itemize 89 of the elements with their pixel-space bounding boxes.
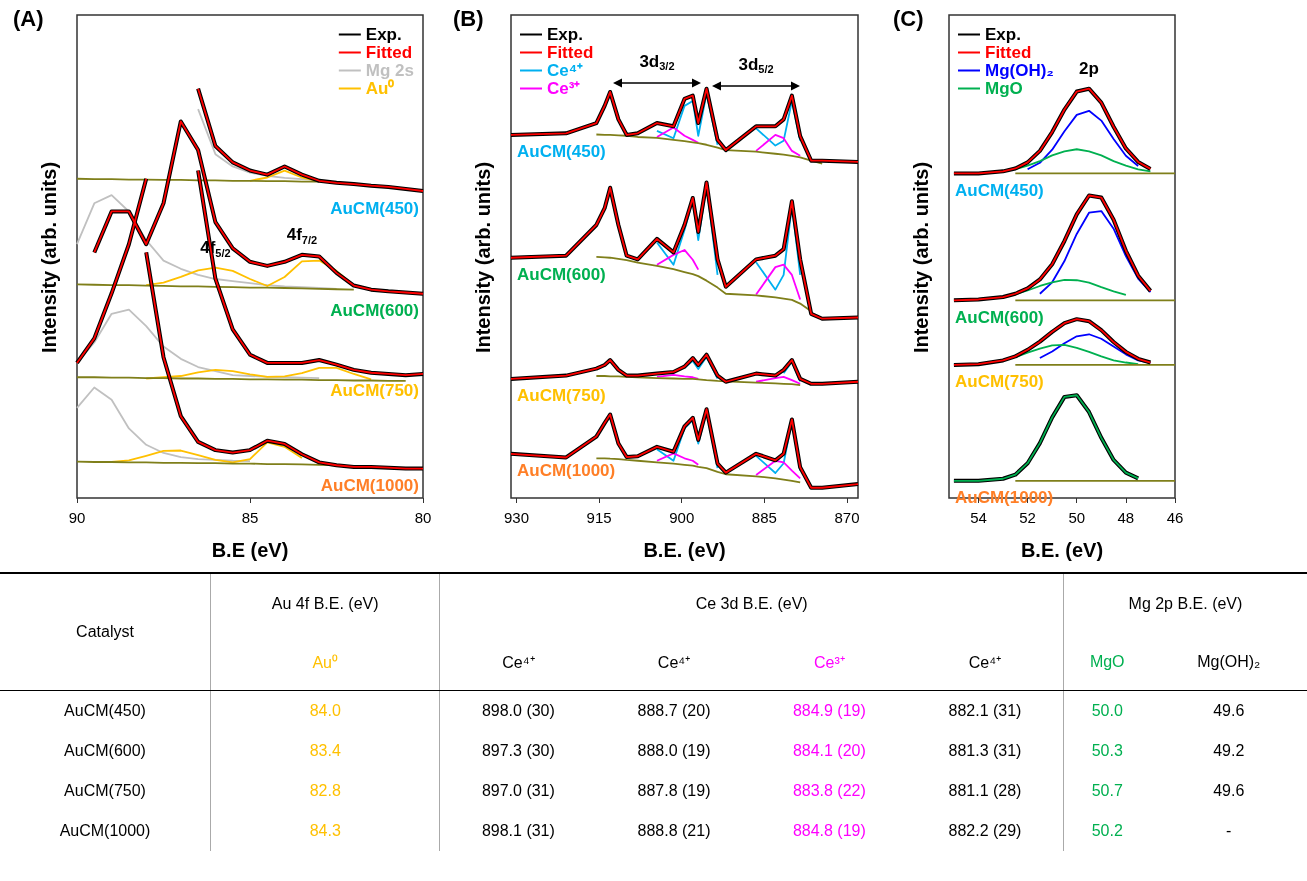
annotation: AuCM(1000) [320,476,419,496]
category-label: Catalyst [0,573,211,691]
text: 83.4 [309,742,341,759]
chart-title: (C) [893,5,924,31]
x-tick-label: 54 [970,509,987,526]
text: 882.1 (31) [948,702,1022,719]
text: 888.8 (21) [637,822,711,839]
text: 884.1 (20) [792,742,866,759]
category-label: Ce⁴⁺ [439,634,597,691]
x-tick-label: 930 [503,509,530,526]
annotation: AuCM(450) [517,142,606,162]
text: 84.3 [309,822,341,839]
text: Mg 2p B.E. (eV) [1063,573,1307,634]
x-tick-label: 90 [68,509,86,526]
text: 82.8 [309,782,341,799]
category-label: Au⁰ [210,634,440,691]
text: 49.2 [1213,742,1245,759]
text: 884.8 (19) [792,822,866,839]
legend-label: Ce⁴⁺ [547,61,584,80]
text: 883.8 (22) [792,782,866,799]
text: 888.0 (19) [637,742,711,759]
annotation: AuCM(450) [330,198,419,218]
legend-label: Mg 2s [365,61,415,80]
annotation: AuCM(600) [955,307,1044,327]
annotation: AuCM(450) [955,180,1044,200]
text: 84.0 [309,702,341,719]
category-label: MgO [1063,634,1151,691]
chart-title: (A) [13,5,44,31]
text: 49.6 [1213,782,1245,799]
x-tick-label: 85 [241,509,259,526]
category-label: Mg(OH)₂ [1150,634,1307,691]
category-label: AuCM(450) [64,702,146,719]
legend-label: Fitted [985,43,1032,62]
text: - [1226,822,1232,839]
text: 881.1 (28) [948,782,1022,799]
y-axis-title: Intensity (arb. units) [472,161,494,354]
x-tick-label: 52 [1019,509,1036,526]
text: 49.6 [1213,702,1245,719]
legend-label: Au⁰ [365,79,395,98]
text: 897.3 (30) [481,742,555,759]
x-tick-label: 915 [586,509,612,526]
text: Au 4f B.E. (eV) [210,573,440,634]
annotation: AuCM(750) [955,372,1044,392]
annotation: AuCM(1000) [517,461,616,481]
x-axis-title: B.E. (eV) [643,539,726,561]
legend-label: Exp. [985,25,1021,44]
x-tick-label: 80 [414,509,432,526]
text: 898.1 (31) [481,822,555,839]
category-label: AuCM(750) [64,782,146,799]
x-tick-label: 885 [751,509,777,526]
text: 50.3 [1091,742,1123,759]
annotation: AuCM(600) [330,301,419,321]
text: 897.0 (31) [481,782,555,799]
y-axis-title: Intensity (arb. units) [38,161,60,354]
text: 884.9 (19) [792,702,866,719]
x-tick-label: 50 [1068,509,1086,526]
text: Ce 3d B.E. (eV) [439,573,1064,634]
x-tick-label: 870 [834,509,860,526]
text: 887.8 (19) [637,782,711,799]
legend-label: Fitted [365,43,413,62]
category-label: Ce⁴⁺ [907,634,1064,691]
category-label: AuCM(1000) [59,822,151,839]
x-axis-title: B.E (eV) [211,539,289,561]
annotation: AuCM(750) [517,386,606,406]
annotation: AuCM(750) [330,381,419,401]
x-tick-label: 900 [669,509,695,526]
legend-label: MgO [985,79,1023,98]
annotation: AuCM(600) [517,265,606,285]
text: 888.7 (20) [637,702,711,719]
annotation: 2p [1079,59,1099,79]
text: 881.3 (31) [948,742,1022,759]
x-axis-title: B.E. (eV) [1020,539,1104,561]
text: 882.2 (29) [948,822,1022,839]
text: 50.7 [1091,782,1123,799]
legend-label: Ce³⁺ [547,79,581,98]
text: 50.0 [1091,702,1123,719]
legend-label: Exp. [365,25,402,44]
legend-label: Exp. [547,25,583,44]
text: 898.0 (30) [481,702,555,719]
y-axis-title: Intensity (arb. units) [910,161,932,354]
category-label: Ce⁴⁺ [596,634,752,691]
legend-label: Mg(OH)₂ [985,61,1054,80]
category-label: Ce³⁺ [751,634,908,691]
text: 50.2 [1091,822,1123,839]
chart-title: (B) [453,5,484,31]
legend-label: Fitted [547,43,594,62]
x-tick-label: 48 [1117,509,1135,526]
category-label: AuCM(600) [64,742,146,759]
x-tick-label: 46 [1166,509,1184,526]
